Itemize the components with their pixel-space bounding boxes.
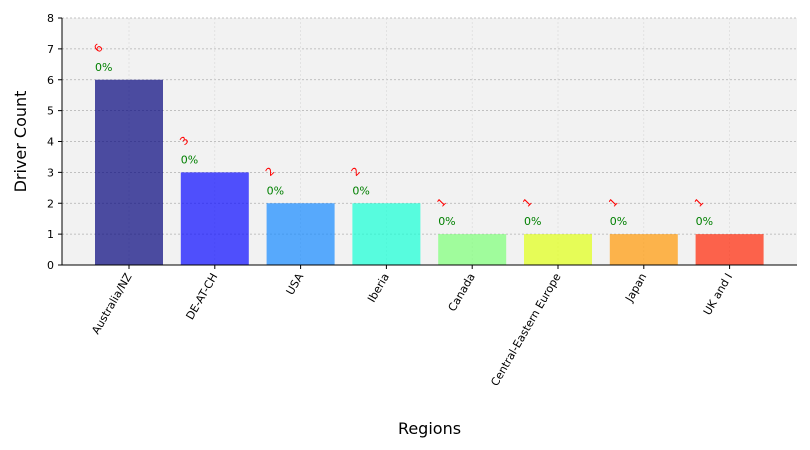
bar-uk-and-i <box>695 234 764 265</box>
x-axis-title: Regions <box>398 419 461 438</box>
x-tick-label: Canada <box>446 271 478 314</box>
x-tick-label: UK and I <box>701 271 735 318</box>
bar-iberia <box>352 203 421 265</box>
bar-central-eastern-europe <box>524 234 592 265</box>
y-tick-label: 5 <box>47 105 54 118</box>
bar-de-at-ch <box>180 172 249 265</box>
bar-japan <box>609 234 678 265</box>
y-tick-label: 6 <box>47 74 54 87</box>
y-tick-label: 0 <box>47 259 54 272</box>
x-tick-label: Iberia <box>365 271 392 305</box>
y-tick-label: 7 <box>47 43 54 56</box>
y-axis-title: Driver Count <box>11 91 30 193</box>
percent-label: 0% <box>696 215 713 228</box>
y-tick-label: 2 <box>47 197 54 210</box>
percent-label: 0% <box>352 184 369 197</box>
x-tick-label: USA <box>284 271 307 298</box>
percent-label: 0% <box>181 153 198 166</box>
x-tick-label: Australia/NZ <box>89 271 135 337</box>
y-tick-label: 3 <box>47 166 54 179</box>
x-tick-label: DE-AT-CH <box>183 271 220 322</box>
percent-label: 0% <box>267 184 284 197</box>
bars-group <box>95 79 764 265</box>
percent-label: 0% <box>438 215 455 228</box>
percent-label: 0% <box>95 61 112 74</box>
bar-usa <box>266 203 335 265</box>
bar-australia-nz <box>95 79 163 265</box>
x-tick-label: Japan <box>622 271 649 305</box>
percent-label: 0% <box>524 215 541 228</box>
y-tick-label: 8 <box>47 12 54 25</box>
bar-canada <box>438 234 507 265</box>
x-tick-label: Central-Eastern Europe <box>488 271 563 389</box>
x-ticks-group: Australia/NZ DE-AT-CH USA Iberia Canada Centr… <box>89 265 735 388</box>
y-tick-label: 1 <box>47 228 54 241</box>
y-tick-label: 4 <box>47 136 54 149</box>
y-ticks-group: 0 1 2 3 4 5 6 7 8 <box>47 12 62 272</box>
percent-label: 0% <box>610 215 627 228</box>
